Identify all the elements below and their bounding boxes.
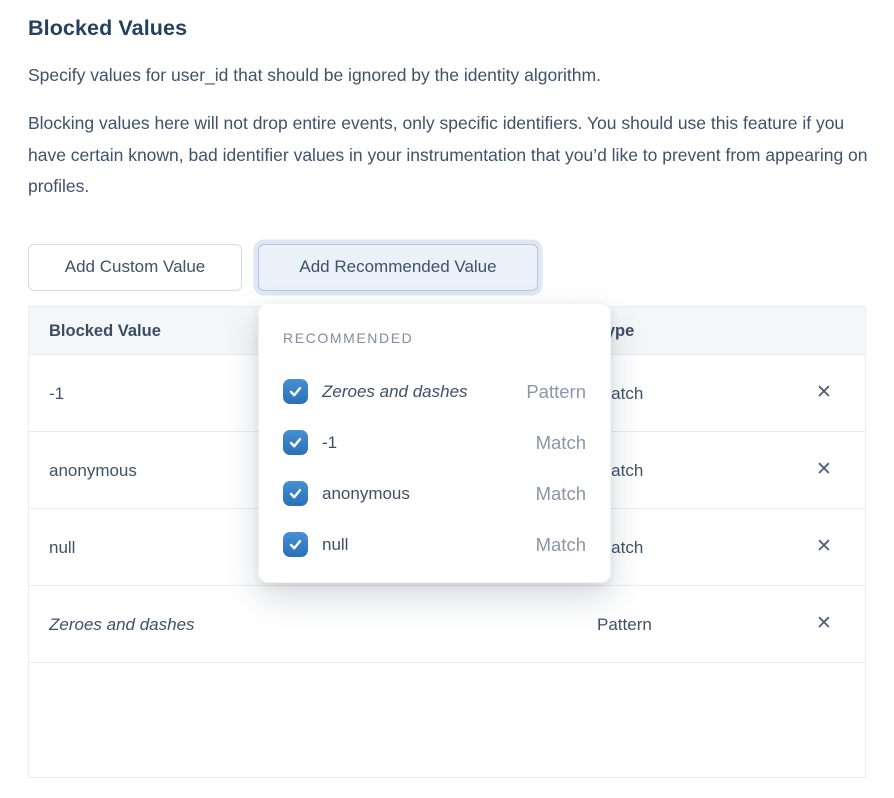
remove-value-button[interactable]: ✕ — [804, 527, 844, 567]
remove-value-button[interactable]: ✕ — [804, 450, 844, 490]
checkbox-checked-icon[interactable] — [283, 379, 308, 404]
dropdown-item-label: null — [322, 534, 349, 554]
page-title: Blocked Values — [28, 16, 188, 40]
blocked-value-cell: Zeroes and dashes — [49, 614, 195, 634]
dropdown-item-type: Pattern — [526, 380, 586, 402]
table-row: Zeroes and dashes Pattern ✕ — [29, 585, 865, 663]
intro-text: Specify values for user_id that should b… — [28, 65, 601, 85]
add-recommended-value-button[interactable]: Add Recommended Value — [258, 243, 538, 291]
dropdown-item-list: Zeroes and dashes Pattern -1 Match anony… — [283, 366, 586, 570]
dropdown-item[interactable]: Zeroes and dashes Pattern — [283, 366, 586, 417]
type-cell: Pattern — [597, 614, 652, 634]
blocked-value-cell: anonymous — [49, 460, 137, 480]
checkbox-checked-icon[interactable] — [283, 430, 308, 455]
column-header-blocked-value: Blocked Value — [49, 321, 161, 340]
checkbox-checked-icon[interactable] — [283, 481, 308, 506]
dropdown-item-label: -1 — [322, 432, 338, 452]
dropdown-item-type: Match — [535, 482, 586, 504]
description-text: Blocking values here will not drop entir… — [28, 113, 868, 196]
dropdown-item-type: Match — [535, 431, 586, 453]
remove-value-button[interactable]: ✕ — [804, 604, 844, 644]
dropdown-item-label: Zeroes and dashes — [322, 381, 468, 401]
dropdown-item[interactable]: null Match — [283, 519, 586, 570]
table-empty-row — [29, 662, 865, 777]
dropdown-section-header: RECOMMENDED — [283, 330, 414, 346]
blocked-value-cell: null — [49, 537, 76, 557]
dropdown-item-label: anonymous — [322, 483, 410, 503]
dropdown-item-type: Match — [535, 533, 586, 555]
dropdown-item[interactable]: anonymous Match — [283, 468, 586, 519]
dropdown-item[interactable]: -1 Match — [283, 417, 586, 468]
blocked-value-cell: -1 — [49, 383, 65, 403]
checkbox-checked-icon[interactable] — [283, 532, 308, 557]
add-custom-value-button[interactable]: Add Custom Value — [28, 243, 242, 291]
toolbar: Add Custom Value Add Recommended Value — [28, 243, 866, 291]
remove-value-button[interactable]: ✕ — [804, 373, 844, 413]
recommended-values-dropdown: RECOMMENDED Zeroes and dashes Pattern -1… — [258, 303, 611, 583]
